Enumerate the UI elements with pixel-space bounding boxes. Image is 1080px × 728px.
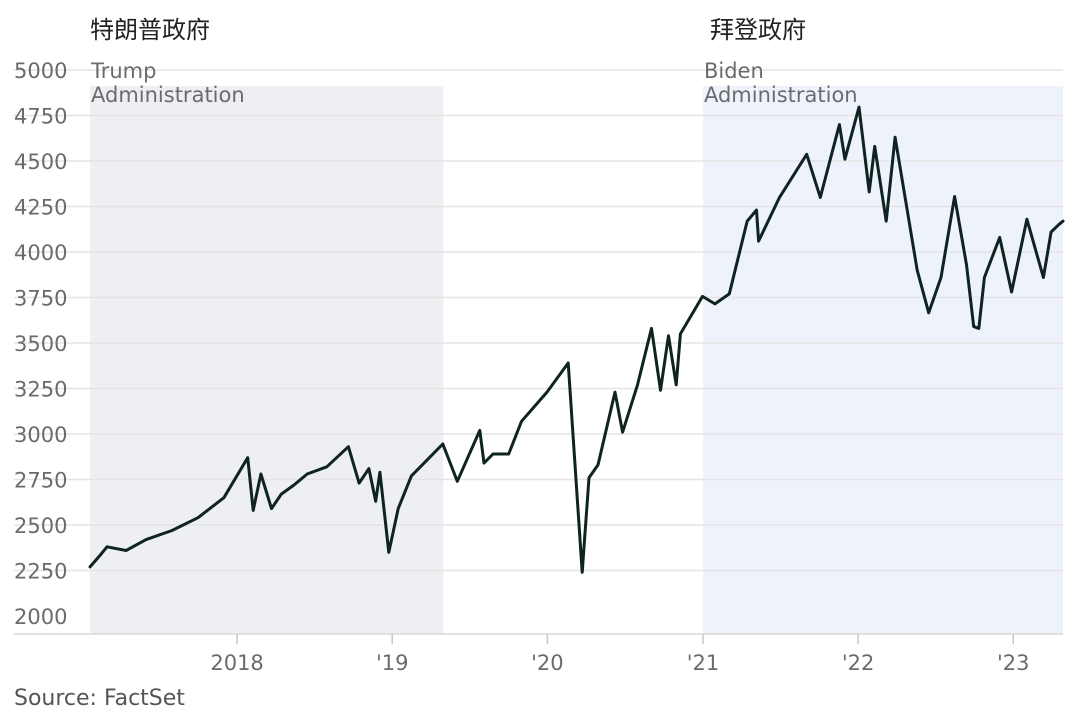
source-note: Source: FactSet (14, 686, 185, 711)
y-tick-label-2000: 2000 (14, 605, 67, 629)
region-label-1-line1: Biden (704, 59, 764, 83)
x-tick-label-3: '21 (687, 651, 720, 675)
series-layer (88, 105, 1065, 574)
regions-layer (90, 86, 1063, 634)
biden-heading-cn: 拜登政府 (710, 16, 806, 44)
region-shade-0 (90, 86, 444, 634)
trump-heading-cn: 特朗普政府 (90, 16, 210, 44)
y-tick-label-4500: 4500 (14, 150, 67, 174)
x-tick-label-5: '23 (997, 651, 1030, 675)
region-shade-1 (702, 86, 1063, 634)
y-tick-label-2250: 2250 (14, 560, 67, 584)
region-label-1-line2: Administration (704, 83, 858, 107)
y-tick-label-4750: 4750 (14, 105, 67, 129)
x-axis: 2018 '19 '20 '21 '22 '23 (14, 633, 1063, 675)
x-tick-label-2: '20 (531, 651, 564, 675)
y-tick-label-3500: 3500 (14, 332, 67, 356)
y-tick-label-2500: 2500 (14, 514, 67, 538)
grid-layer (14, 69, 1063, 572)
y-tick-label-4250: 4250 (14, 196, 67, 220)
y-tick-label-4000: 4000 (14, 241, 67, 265)
x-tick-label-4: '22 (842, 651, 875, 675)
y-axis: 2000 2250 2500 2750 3000 3250 3500 3750 4000 4250… (14, 59, 67, 629)
y-tick-label-2750: 2750 (14, 469, 67, 493)
x-tick-label-1: '19 (376, 651, 409, 675)
x-tick-label-0: 2018 (210, 651, 263, 675)
series-line-0 (88, 105, 1065, 574)
y-tick-label-3250: 3250 (14, 378, 67, 402)
y-tick-label-5000: 5000 (14, 59, 67, 83)
region-label-0-line2: Administration (91, 83, 245, 107)
y-tick-label-3750: 3750 (14, 287, 67, 311)
y-tick-label-3000: 3000 (14, 423, 67, 447)
region-label-0-line1: Trump (90, 59, 156, 83)
